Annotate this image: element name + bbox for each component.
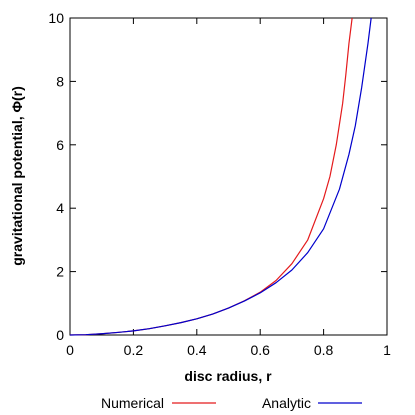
x-tick-label: 0 bbox=[66, 342, 74, 358]
y-tick-label: 2 bbox=[56, 264, 64, 280]
series-line-numerical bbox=[69, 17, 353, 336]
plot-frame bbox=[69, 17, 388, 336]
legend-label-analytic: Analytic bbox=[262, 395, 311, 411]
y-tick-label: 6 bbox=[56, 137, 64, 153]
y-tick-label: 0 bbox=[56, 327, 64, 343]
series-group bbox=[69, 17, 372, 336]
x-tick-label: 1 bbox=[383, 342, 391, 358]
x-tick-label: 0.6 bbox=[250, 342, 270, 358]
y-axis-title: gravitational potential, Φ(r) bbox=[9, 86, 25, 266]
y-tick-label: 10 bbox=[48, 10, 64, 26]
legend-label-numerical: Numerical bbox=[101, 395, 164, 411]
x-tick-label: 0.4 bbox=[187, 342, 207, 358]
x-axis-title: disc radius, r bbox=[184, 368, 272, 384]
x-tick-label: 0.8 bbox=[314, 342, 334, 358]
y-tick-label: 8 bbox=[56, 73, 64, 89]
y-tick-label: 4 bbox=[56, 200, 64, 216]
x-tick-label: 0.2 bbox=[124, 342, 144, 358]
legend: Numerical Analytic bbox=[101, 395, 362, 411]
series-line-analytic bbox=[69, 17, 372, 336]
